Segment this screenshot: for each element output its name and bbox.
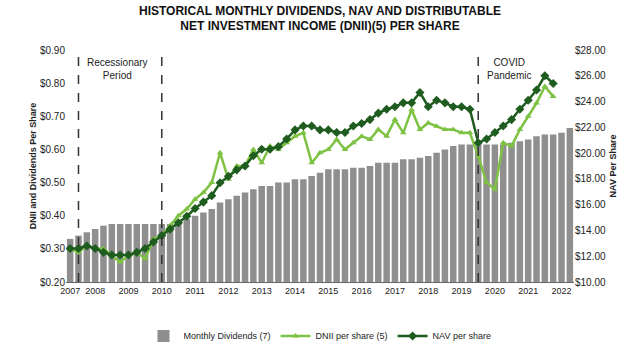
svg-text:DNII and Dividends Per Share: DNII and Dividends Per Share	[28, 103, 38, 230]
svg-text:2009: 2009	[118, 286, 138, 296]
svg-text:NAV Per Share: NAV Per Share	[608, 135, 618, 198]
svg-text:2007: 2007	[60, 286, 80, 296]
svg-text:2011: 2011	[185, 286, 204, 296]
svg-text:$18.00: $18.00	[575, 173, 606, 184]
svg-text:$12.00: $12.00	[575, 251, 606, 262]
svg-text:$22.00: $22.00	[575, 122, 606, 133]
svg-text:$16.00: $16.00	[575, 199, 606, 210]
svg-text:2022: 2022	[551, 286, 571, 296]
svg-text:$0.70: $0.70	[40, 111, 65, 122]
svg-text:$14.00: $14.00	[575, 225, 606, 236]
svg-text:RecessionaryPeriod: RecessionaryPeriod	[87, 57, 148, 81]
svg-text:2010: 2010	[152, 286, 172, 296]
svg-text:Monthly Dividends (7): Monthly Dividends (7)	[184, 331, 271, 341]
svg-text:2008: 2008	[85, 286, 105, 296]
svg-text:$0.80: $0.80	[40, 78, 65, 89]
svg-text:2013: 2013	[252, 286, 272, 296]
svg-text:NAV per share: NAV per share	[433, 331, 491, 341]
svg-text:HISTORICAL MONTHLY DIVIDENDS,: HISTORICAL MONTHLY DIVIDENDS, NAV AND DI…	[139, 4, 501, 34]
svg-text:$24.00: $24.00	[575, 96, 606, 107]
svg-text:$28.00: $28.00	[575, 45, 606, 56]
svg-text:$10.00: $10.00	[575, 277, 606, 288]
svg-text:2019: 2019	[452, 286, 472, 296]
svg-text:2017: 2017	[385, 286, 405, 296]
svg-text:2016: 2016	[352, 286, 372, 296]
svg-text:2018: 2018	[418, 286, 438, 296]
svg-text:$26.00: $26.00	[575, 70, 606, 81]
svg-text:$0.60: $0.60	[40, 144, 65, 155]
svg-text:2014: 2014	[285, 286, 305, 296]
svg-text:2012: 2012	[218, 286, 238, 296]
svg-text:DNII per share (5): DNII per share (5)	[316, 331, 388, 341]
svg-text:$0.90: $0.90	[40, 45, 65, 56]
svg-text:2021: 2021	[518, 286, 538, 296]
svg-text:$0.20: $0.20	[40, 277, 65, 288]
svg-text:2020: 2020	[485, 286, 505, 296]
svg-text:$0.40: $0.40	[40, 210, 65, 221]
svg-text:$0.50: $0.50	[40, 177, 65, 188]
svg-text:$20.00: $20.00	[575, 148, 606, 159]
svg-text:2015: 2015	[318, 286, 338, 296]
svg-text:COVIDPandemic: COVIDPandemic	[487, 57, 531, 81]
svg-text:$0.30: $0.30	[40, 243, 65, 254]
